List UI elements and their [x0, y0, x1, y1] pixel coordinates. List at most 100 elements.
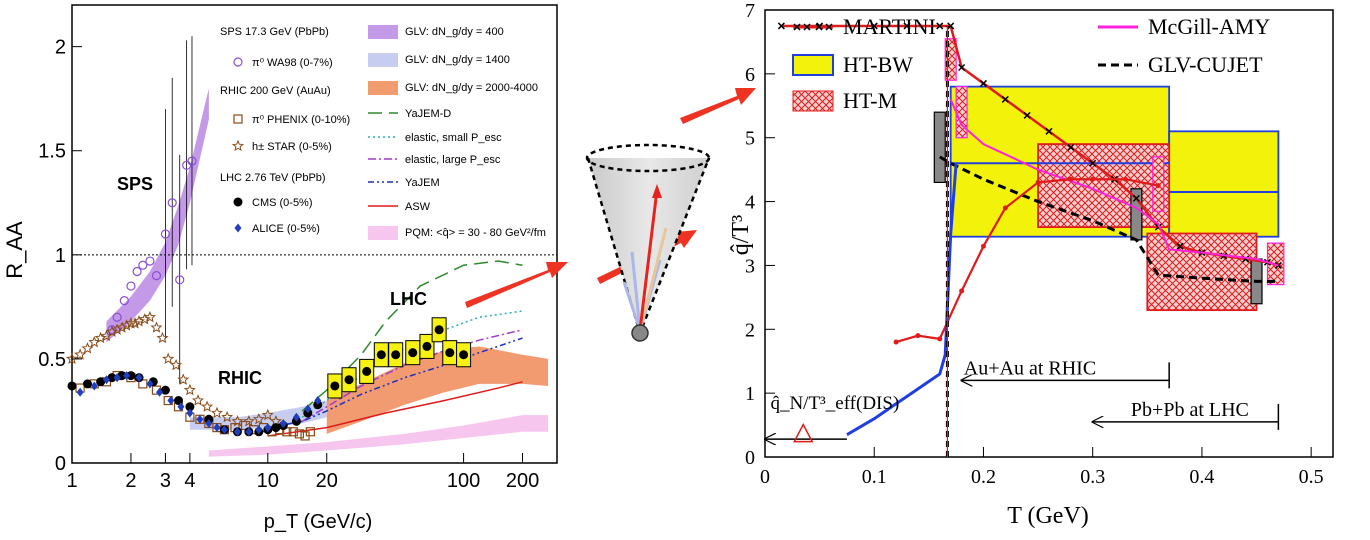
- legend-marker: [231, 139, 245, 152]
- point-3-24: [362, 366, 372, 376]
- legend-entry: CMS (0-5%): [252, 197, 313, 209]
- y-tick-label: 0: [745, 447, 755, 469]
- martini-marker: [1067, 143, 1075, 151]
- box-3: [1146, 232, 1258, 312]
- label-lhc: LHC: [390, 289, 427, 309]
- legend-label: HT-M: [843, 88, 897, 113]
- point-2-11: [129, 317, 142, 329]
- legend-label: GLV-CUJET: [1148, 52, 1263, 77]
- legend-marker: [234, 223, 242, 233]
- point-2-28: [261, 408, 274, 421]
- point-4-6: [146, 379, 154, 389]
- legend-x: [825, 23, 833, 31]
- box-1: [1168, 130, 1280, 238]
- x-tick-label: 1: [66, 470, 77, 492]
- point-2-25: [231, 415, 244, 427]
- left-y-axis-label: R_AA: [2, 221, 27, 279]
- x-tick-label: 20: [316, 470, 338, 492]
- htm-marker: [937, 336, 943, 342]
- x-tick-label: 100: [447, 470, 480, 492]
- point-4-8: [167, 396, 175, 406]
- point-3-10: [185, 402, 195, 412]
- point-2-6: [105, 325, 118, 337]
- arrow-tan: [638, 227, 668, 331]
- curve-2: [949, 99, 1279, 267]
- point-3-31: [459, 350, 469, 360]
- point-2-2: [81, 342, 94, 354]
- legend-marker: [233, 57, 243, 67]
- legend-label: HT-BW: [843, 52, 913, 77]
- right-x-axis-label: T (GeV): [1007, 503, 1089, 529]
- point-3-25: [376, 350, 386, 360]
- point-4-17: [255, 425, 263, 435]
- point-2-19: [177, 373, 190, 385]
- legend-entry: π⁰ WA98 (0-7%): [252, 57, 333, 69]
- left-points: [65, 36, 472, 441]
- point-4-11: [196, 414, 204, 424]
- htm-marker: [1002, 205, 1008, 211]
- legend-experiments: SPS 17.3 GeV (PbPb) π⁰ WA98 (0-7%) RHIC 20…: [220, 26, 350, 235]
- arrow-red-head: [652, 184, 662, 198]
- point-4-2: [102, 375, 110, 385]
- point-3-8: [160, 385, 170, 395]
- point-0-12: [187, 156, 197, 166]
- point-2-21: [191, 394, 204, 406]
- err-brick-1: [955, 86, 968, 139]
- band-2: [326, 346, 549, 434]
- martini-marker: [903, 22, 911, 30]
- legend-entry: ALICE (0-5%): [252, 223, 320, 235]
- cone-rim: [585, 143, 711, 173]
- point-4-20: [292, 412, 300, 422]
- point-3-27: [408, 348, 418, 358]
- legend-x: [803, 23, 811, 31]
- point-1-22: [294, 429, 304, 439]
- x-tick-label: 0.4: [1189, 466, 1214, 488]
- martini-marker: [1089, 159, 1097, 167]
- point-4-4: [123, 371, 131, 381]
- point-4-9: [177, 402, 185, 412]
- point-2-27: [252, 413, 265, 425]
- point-2-16: [156, 331, 169, 344]
- legend-header: LHC 2.76 TeV (PbPb): [220, 172, 326, 184]
- curve-3: [267, 337, 523, 429]
- legend-entry: elastic, small P_esc: [405, 132, 502, 144]
- left-curves: [267, 260, 523, 437]
- y-tick-label: 7: [745, 0, 755, 22]
- arrow-blue-2: [630, 251, 642, 331]
- label-rhic: RHIC: [218, 368, 262, 388]
- point-2-10: [124, 317, 137, 329]
- band-0: [106, 88, 209, 343]
- legend-entry: π⁰ PHENIX (0-10%): [252, 114, 350, 126]
- point-4-22: [314, 396, 322, 406]
- legend-x: [793, 23, 801, 31]
- point-3-17: [271, 423, 281, 433]
- legend-x: [815, 23, 823, 31]
- legend-swatch: [368, 53, 398, 67]
- left-x-axis-label: p_T (GeV/c): [264, 511, 373, 533]
- martini-marker: [1045, 127, 1053, 135]
- point-0-4: [132, 266, 142, 277]
- point-4-0: [76, 387, 84, 397]
- htm-marker: [959, 288, 965, 294]
- y-tick-label: 4: [745, 192, 755, 214]
- x-tick-label: 200: [506, 470, 539, 492]
- right-annotations: Au+Au at RHIC Pb+Pb at LHC q̂_N/T³_eff(DIS…: [765, 357, 1280, 441]
- point-1-24: [305, 427, 315, 437]
- point-0-10: [175, 275, 185, 285]
- label-lhc: Pb+Pb at LHC: [1131, 399, 1249, 421]
- point-0-1: [112, 312, 122, 322]
- martini-marker: [958, 63, 966, 72]
- martini-marker: [1132, 194, 1140, 202]
- curve-0: [301, 260, 523, 412]
- right-y-ticks: 0 1 2 3 4 5 6 7: [745, 0, 775, 469]
- legend-box: [792, 54, 834, 76]
- point-4-7: [156, 387, 164, 397]
- legend-swatch: [368, 226, 398, 240]
- legend-label: MARTINI: [843, 14, 936, 39]
- point-2-18: [170, 358, 183, 371]
- legend-entry: GLV: dN_g/dy = 2000-4000: [405, 82, 538, 94]
- y-tick-label: 1: [55, 245, 66, 267]
- left-y-ticks: 0 0.5 1 1.5 2: [38, 37, 82, 475]
- htm-marker: [980, 243, 986, 249]
